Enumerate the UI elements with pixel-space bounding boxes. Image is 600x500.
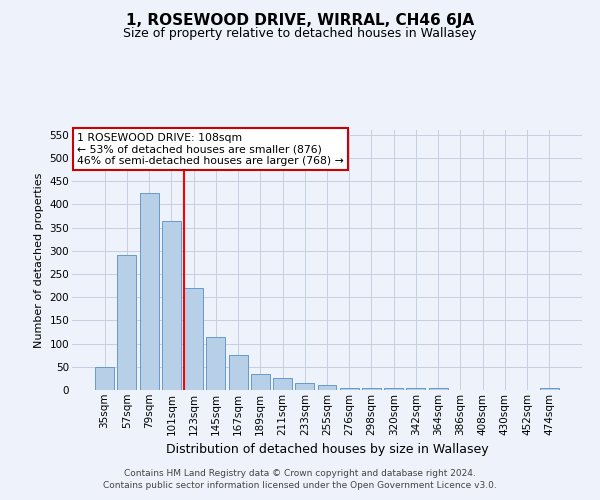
Bar: [118, 256, 136, 390]
Bar: [317, 386, 337, 390]
Bar: [362, 388, 381, 390]
Bar: [406, 388, 425, 390]
Bar: [340, 388, 359, 390]
Bar: [295, 383, 314, 390]
Bar: [184, 288, 203, 390]
Text: 1 ROSEWOOD DRIVE: 108sqm
← 53% of detached houses are smaller (876)
46% of semi-: 1 ROSEWOOD DRIVE: 108sqm ← 53% of detach…: [77, 132, 344, 166]
Bar: [273, 378, 292, 390]
Bar: [540, 388, 559, 390]
Bar: [429, 388, 448, 390]
Text: 1, ROSEWOOD DRIVE, WIRRAL, CH46 6JA: 1, ROSEWOOD DRIVE, WIRRAL, CH46 6JA: [126, 12, 474, 28]
Bar: [384, 388, 403, 390]
Bar: [140, 192, 158, 390]
Bar: [95, 367, 114, 390]
Text: Size of property relative to detached houses in Wallasey: Size of property relative to detached ho…: [124, 28, 476, 40]
Bar: [229, 355, 248, 390]
Bar: [251, 374, 270, 390]
Bar: [206, 336, 225, 390]
X-axis label: Distribution of detached houses by size in Wallasey: Distribution of detached houses by size …: [166, 443, 488, 456]
Bar: [162, 220, 181, 390]
Y-axis label: Number of detached properties: Number of detached properties: [34, 172, 44, 348]
Text: Contains HM Land Registry data © Crown copyright and database right 2024.
Contai: Contains HM Land Registry data © Crown c…: [103, 468, 497, 490]
